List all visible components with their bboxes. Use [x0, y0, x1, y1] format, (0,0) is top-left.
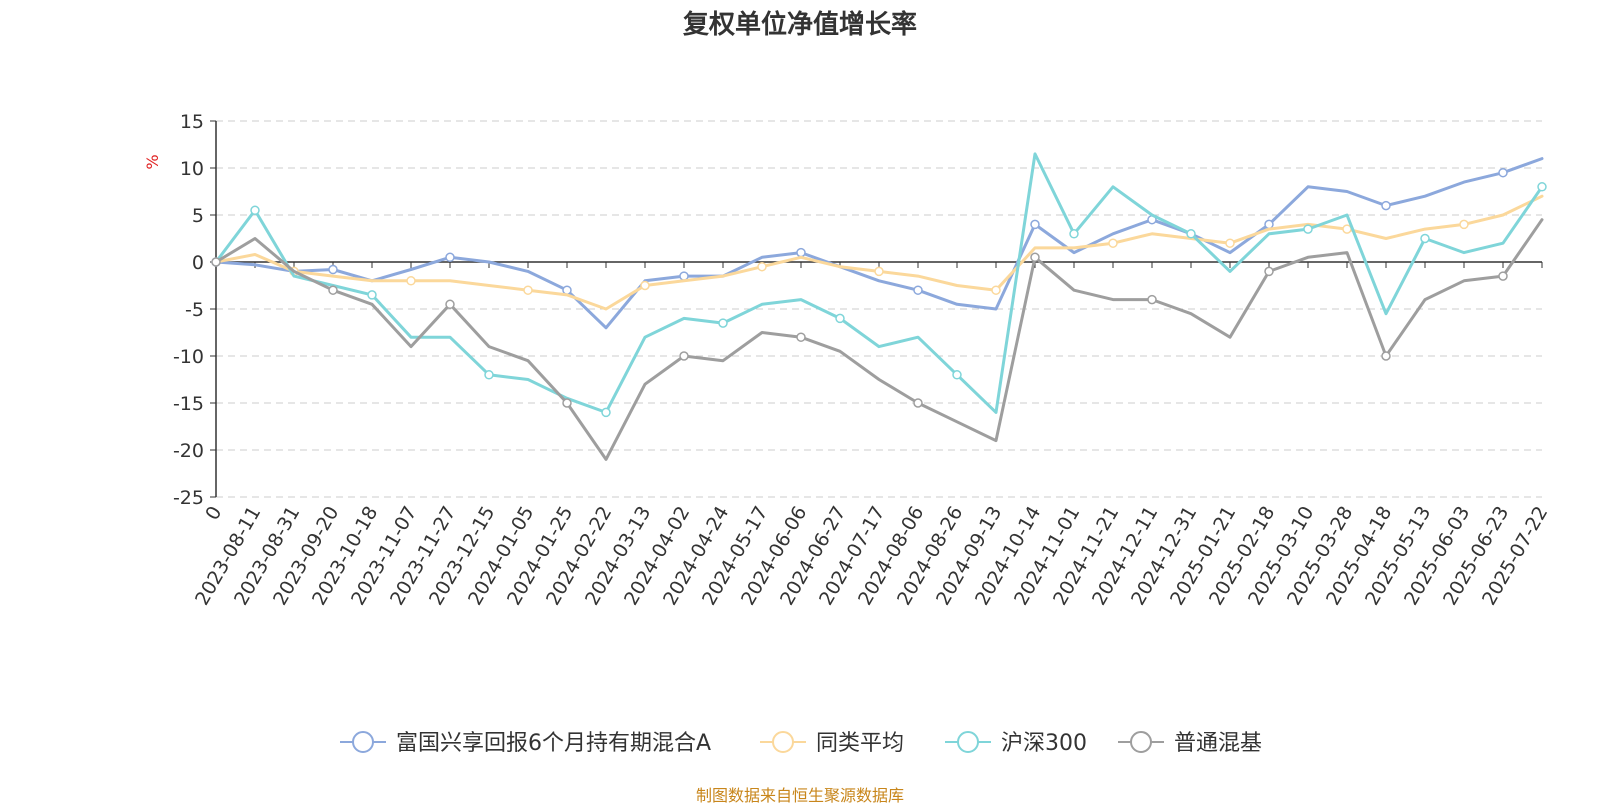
data-point — [1108, 238, 1118, 248]
data-point — [796, 247, 806, 258]
y-tick-label: 15 — [180, 111, 204, 133]
data-point — [211, 257, 221, 267]
legend-marker — [772, 731, 794, 753]
data-point — [1303, 224, 1313, 234]
series-line — [214, 152, 1544, 414]
data-point — [1459, 219, 1469, 230]
data-point — [1264, 219, 1274, 230]
data-point — [562, 398, 572, 408]
data-point — [1069, 229, 1079, 239]
chart-title: 复权单位净值增长率 — [682, 10, 917, 40]
y-tick-label: -15 — [173, 393, 204, 415]
data-point — [1186, 229, 1196, 239]
grid-lines — [216, 120, 1542, 498]
data-point — [913, 398, 923, 408]
legend-label: 普通混基 — [1174, 731, 1262, 756]
data-point — [445, 252, 455, 263]
legend-marker — [352, 731, 374, 753]
data-point — [757, 261, 767, 272]
data-point — [991, 285, 1001, 295]
data-point — [1225, 238, 1235, 248]
data-point — [1420, 233, 1430, 244]
y-tick-label: 10 — [180, 158, 204, 180]
data-point — [640, 280, 650, 291]
series-line — [214, 157, 1544, 330]
y-tick-label: -25 — [173, 487, 204, 509]
data-point — [523, 285, 533, 295]
data-point — [1147, 294, 1157, 305]
data-point — [679, 271, 689, 281]
data-point — [796, 332, 806, 342]
data-point — [1264, 266, 1274, 277]
legend-marker — [1130, 731, 1152, 753]
series-line — [214, 218, 1544, 461]
legend: 富国兴享回报6个月持有期混合A 同类平均 沪深300 普通混基 — [340, 731, 1262, 756]
y-tick-label: -10 — [173, 346, 204, 368]
data-point — [250, 205, 260, 216]
legend-label: 沪深300 — [1001, 731, 1087, 756]
data-point — [484, 370, 494, 380]
y-tick-label: 0 — [192, 252, 204, 274]
y-axis-label: % — [143, 154, 162, 169]
data-point — [913, 285, 923, 295]
legend-marker — [957, 731, 979, 753]
data-point — [445, 299, 455, 310]
data-point — [1381, 200, 1391, 211]
data-point — [1030, 219, 1040, 230]
data-point — [1030, 252, 1040, 263]
data-point — [1498, 271, 1508, 281]
data-point — [952, 370, 962, 380]
data-point — [1342, 224, 1352, 234]
y-tick-label: 5 — [192, 205, 204, 227]
legend-label: 同类平均 — [816, 731, 904, 756]
data-point — [835, 313, 845, 324]
axes: 151050-5-10-15-20-25%02023-08-112023-08-… — [143, 111, 1552, 609]
legend-label: 富国兴享回报6个月持有期混合A — [396, 731, 711, 756]
data-point — [718, 318, 728, 328]
data-point — [367, 290, 377, 300]
y-tick-label: -5 — [185, 299, 204, 321]
data-point — [1498, 167, 1508, 178]
data-point — [874, 266, 884, 277]
data-point — [562, 285, 572, 295]
data-point — [328, 264, 338, 275]
data-point — [601, 407, 611, 418]
data-point — [406, 276, 416, 286]
y-tick-label: -20 — [173, 440, 204, 462]
x-tick-label: 0 — [201, 503, 226, 524]
source-note: 制图数据来自恒生聚源数据库 — [695, 786, 904, 805]
data-point — [328, 285, 338, 295]
data-point — [1537, 182, 1547, 192]
data-point — [1381, 351, 1391, 361]
series-lines — [211, 152, 1547, 461]
data-point — [679, 351, 689, 361]
